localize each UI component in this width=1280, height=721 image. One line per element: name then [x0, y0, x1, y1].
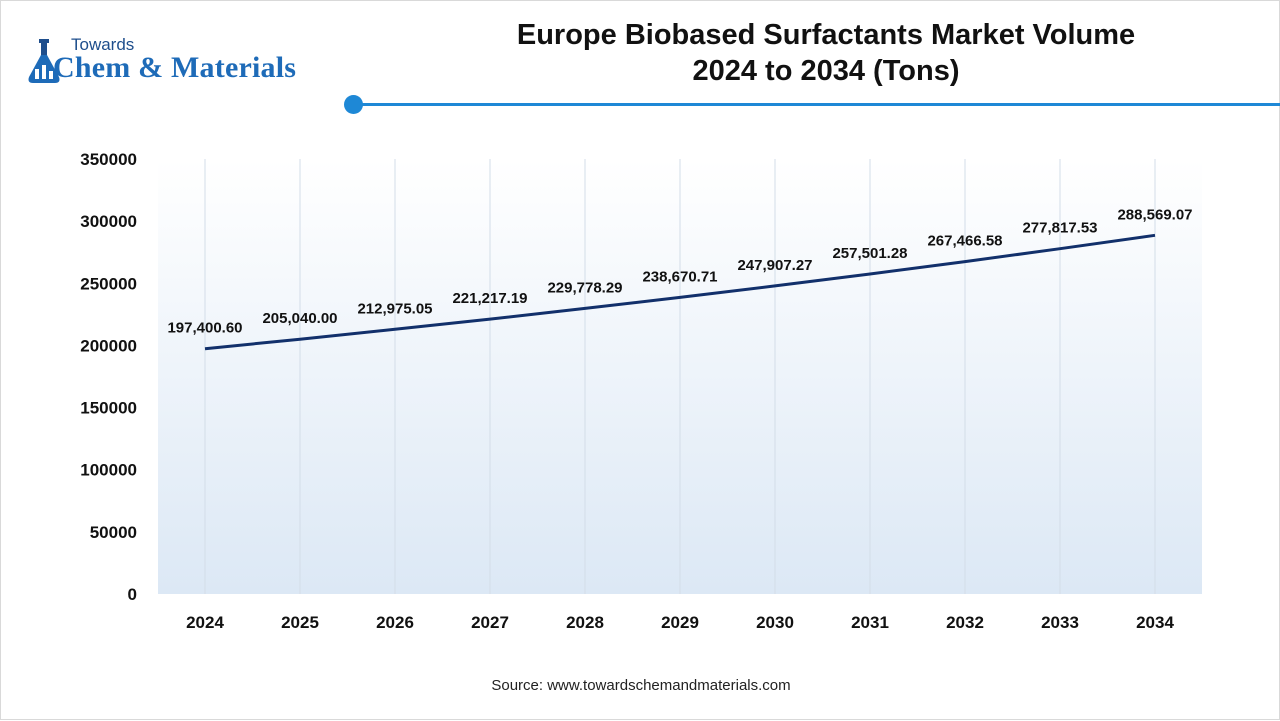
x-tick-label: 2030	[756, 613, 794, 632]
grid-lines	[204, 159, 1156, 594]
y-tick-label: 250000	[80, 274, 137, 293]
chart-title-line2: 2024 to 2034 (Tons)	[692, 55, 960, 87]
data-label: 267,466.58	[927, 233, 1002, 250]
x-tick-label: 2026	[376, 613, 414, 632]
x-tick-label: 2034	[1136, 613, 1174, 632]
x-tick-label: 2024	[186, 613, 224, 632]
x-tick-label: 2031	[851, 613, 889, 632]
x-tick-label: 2027	[471, 613, 509, 632]
x-tick-label: 2028	[566, 613, 604, 632]
x-tick-label: 2032	[946, 613, 984, 632]
x-tick-label: 2033	[1041, 613, 1079, 632]
chart-title-line1: Europe Biobased Surfactants Market Volum…	[516, 19, 1136, 51]
y-tick-label: 100000	[80, 461, 137, 480]
y-tick-label: 50000	[90, 523, 137, 542]
data-label: 205,040.00	[262, 310, 337, 327]
brand-line2: Chem & Materials	[53, 51, 297, 84]
data-label: 229,778.29	[547, 279, 622, 296]
data-label: 221,217.19	[452, 290, 527, 307]
data-label: 197,400.60	[167, 320, 242, 337]
brand-line1: Towards	[71, 35, 135, 54]
x-tick-label: 2029	[661, 613, 699, 632]
y-tick-label: 350000	[80, 150, 137, 169]
y-tick-label: 200000	[80, 336, 137, 355]
data-label: 288,569.07	[1117, 206, 1192, 223]
data-label: 257,501.28	[832, 245, 907, 262]
brand-logo: Towards Chem & Materials	[23, 35, 343, 91]
x-axis-ticks: 2024 2025 2026 2027 2028 2029 2030 2031 2032 2033…	[186, 613, 1174, 632]
data-label: 212,975.05	[357, 300, 432, 317]
series-line	[204, 233, 1156, 351]
x-tick-label: 2025	[281, 613, 319, 632]
data-labels: 197,400.60 205,040.00 212,975.05 221,217.19…	[167, 206, 1192, 336]
title-accent-dot	[344, 95, 363, 114]
data-label: 277,817.53	[1022, 220, 1097, 237]
y-tick-label: 150000	[80, 399, 137, 418]
data-label: 247,907.27	[737, 257, 812, 274]
flask-icon	[28, 39, 60, 83]
title-accent-line	[353, 103, 1280, 106]
y-axis-ticks: 0 50000 100000 150000 200000 250000 300000 3500…	[80, 150, 137, 604]
y-tick-label: 0	[128, 585, 137, 604]
data-label: 238,670.71	[642, 268, 717, 285]
source-note: Source: www.towardschemandmaterials.com	[491, 677, 791, 694]
chart-title: Europe Biobased Surfactants Market Volum…	[481, 17, 1171, 89]
y-tick-label: 300000	[80, 212, 137, 231]
